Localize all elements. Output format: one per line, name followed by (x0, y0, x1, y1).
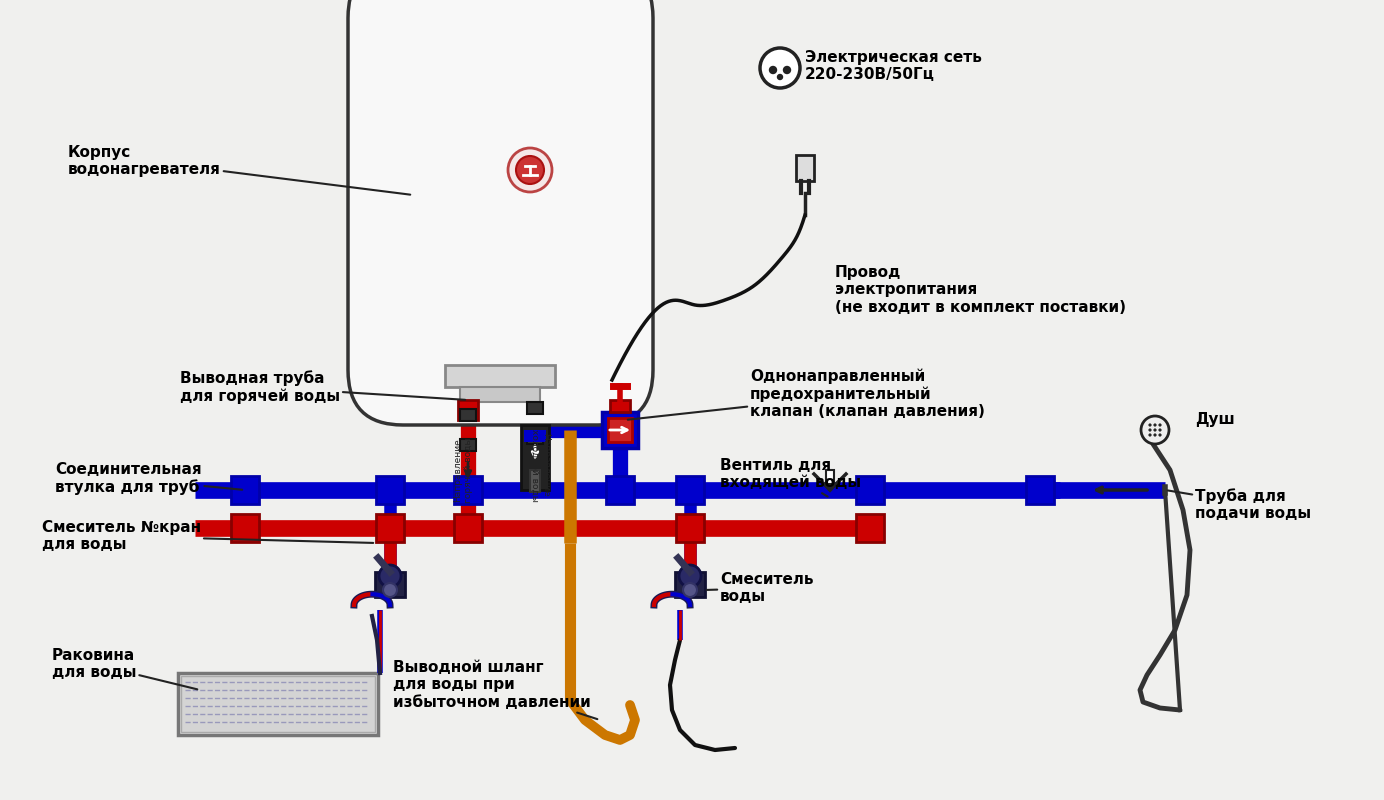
Bar (530, 470, 540, 492)
Circle shape (783, 66, 790, 74)
Text: Провод
электропитания
(не входит в комплект поставки): Провод электропитания (не входит в компл… (835, 265, 1127, 314)
Text: Соединительная
втулка для труб: Соединительная втулка для труб (55, 462, 242, 495)
Bar (675, 572, 704, 597)
Bar (454, 476, 482, 504)
Bar (459, 439, 476, 451)
Text: Направление
холодной воды: Направление холодной воды (530, 429, 549, 502)
Circle shape (508, 148, 552, 192)
Bar (454, 514, 482, 542)
Bar (376, 514, 404, 542)
Bar (446, 365, 555, 387)
Bar (376, 476, 404, 504)
Circle shape (1149, 424, 1151, 426)
Text: Корпус
водонагревателя: Корпус водонагревателя (68, 145, 410, 194)
Circle shape (680, 565, 702, 587)
Bar (458, 400, 477, 420)
Bar (520, 425, 549, 490)
Circle shape (770, 66, 776, 74)
Bar (527, 432, 543, 444)
Bar (1026, 476, 1055, 504)
Text: Электрическая сеть
220-230В/50Гц: Электрическая сеть 220-230В/50Гц (805, 50, 981, 82)
Text: Однонаправленный
предохранительный
клапан (клапан давления): Однонаправленный предохранительный клапа… (628, 368, 985, 420)
Bar (231, 476, 259, 504)
Bar (459, 409, 476, 421)
Text: Выводная труба
для горячей воды: Выводная труба для горячей воды (180, 370, 465, 404)
Bar (231, 514, 259, 542)
Bar (675, 514, 704, 542)
Bar (855, 476, 884, 504)
Circle shape (379, 565, 401, 587)
Circle shape (760, 48, 800, 88)
Bar (525, 430, 547, 442)
Text: Выводной шланг
для воды при
избыточном давлении: Выводной шланг для воды при избыточном д… (393, 660, 598, 719)
Circle shape (516, 156, 544, 184)
Bar (181, 676, 375, 732)
Bar (606, 476, 634, 504)
Text: Смеситель
воды: Смеситель воды (707, 572, 814, 605)
Bar (610, 400, 630, 412)
Text: Душ: Душ (1194, 412, 1235, 427)
Text: Раковина
для воды: Раковина для воды (53, 648, 198, 690)
Bar (375, 572, 406, 597)
Bar (796, 155, 814, 181)
Bar (826, 470, 835, 484)
Circle shape (1140, 416, 1169, 444)
Text: Направление
горячей воды: Направление горячей воды (454, 438, 473, 502)
Bar (527, 402, 543, 414)
Circle shape (1154, 434, 1156, 436)
Circle shape (1154, 429, 1156, 431)
Circle shape (778, 74, 782, 79)
Circle shape (1158, 424, 1161, 426)
Text: Смеситель №кран
для воды: Смеситель №кран для воды (42, 520, 374, 552)
Circle shape (1149, 429, 1151, 431)
Circle shape (1158, 429, 1161, 431)
Bar (855, 514, 884, 542)
Circle shape (682, 583, 698, 597)
Bar (179, 673, 378, 735)
Circle shape (1149, 434, 1151, 436)
Bar (459, 387, 540, 402)
Text: Труба для
подачи воды: Труба для подачи воды (1168, 488, 1311, 521)
Bar (602, 412, 638, 448)
Circle shape (1158, 434, 1161, 436)
Circle shape (383, 583, 397, 597)
FancyBboxPatch shape (347, 0, 653, 425)
Text: Вентиль для
входящей воды: Вентиль для входящей воды (720, 458, 861, 497)
Bar (608, 418, 632, 442)
Circle shape (1154, 424, 1156, 426)
Bar (675, 476, 704, 504)
